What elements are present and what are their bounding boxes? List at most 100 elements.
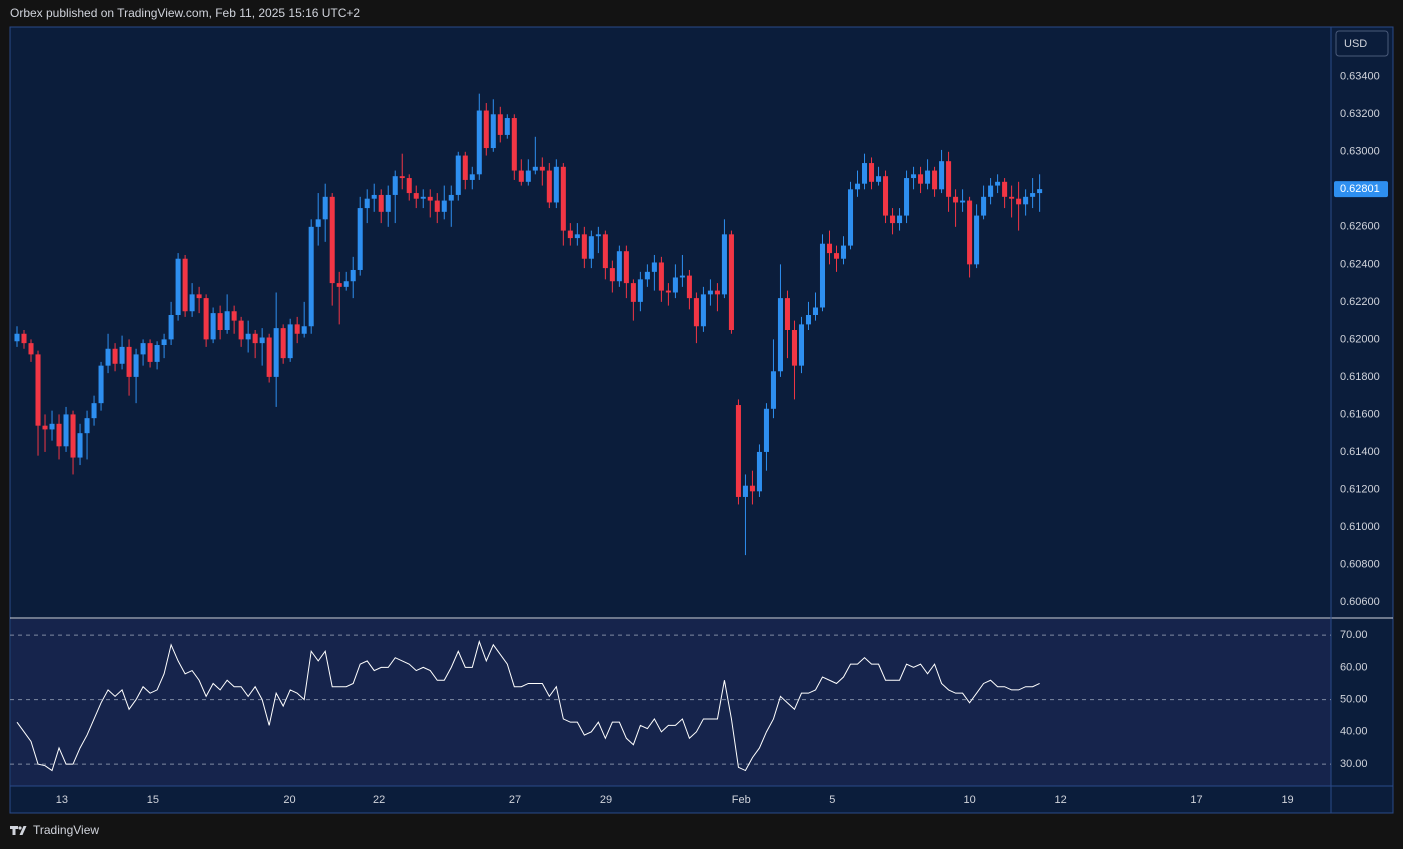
candle-body (308, 226, 314, 327)
candle-body (644, 271, 650, 280)
candle-body (175, 258, 181, 315)
candle-body (904, 178, 910, 216)
candle-body (953, 196, 959, 203)
x-tick-label: 13 (56, 794, 68, 806)
candle-body (21, 333, 27, 344)
candle-body (315, 219, 321, 227)
candle-body (483, 110, 489, 149)
y-tick-label: 0.62400 (1340, 258, 1380, 270)
candle-body (259, 337, 265, 344)
x-tick-label: 29 (600, 794, 612, 806)
candle-body (196, 294, 202, 299)
candle-body (679, 275, 685, 278)
candle-body (294, 324, 300, 334)
candle-body (1030, 193, 1036, 197)
candle-body (406, 178, 412, 194)
candle-body (91, 403, 97, 419)
candle-body (763, 408, 769, 452)
candle-body (749, 485, 755, 492)
y-tick-label: 0.60600 (1340, 596, 1380, 608)
candle-body (504, 118, 510, 135)
y-tick-label: 40.00 (1340, 726, 1368, 738)
x-tick-label: 27 (509, 794, 521, 806)
candle-body (819, 243, 826, 308)
x-tick-label: 19 (1281, 794, 1293, 806)
candle-body (378, 194, 384, 212)
candle-body (420, 196, 426, 199)
candle-body (49, 423, 55, 430)
candle-body (350, 269, 356, 282)
candle-body (301, 326, 307, 334)
candle-body (798, 324, 805, 366)
candle-body (609, 268, 615, 282)
candle-body (532, 166, 538, 171)
candle-body (995, 181, 1001, 186)
candle-body (490, 114, 496, 149)
candle-body (238, 320, 244, 340)
candle-body (833, 253, 840, 259)
candle-body (154, 345, 160, 362)
candle-body (266, 337, 272, 377)
candle-body (413, 193, 419, 199)
x-tick-label: Feb (732, 794, 751, 806)
candle-body (231, 311, 237, 321)
candle-body (981, 196, 987, 216)
y-tick-label: 60.00 (1340, 661, 1368, 673)
candle-body (651, 262, 657, 272)
candle-body (840, 245, 847, 259)
candle-body (252, 333, 258, 344)
candle-body (273, 328, 279, 377)
candle-body (869, 163, 875, 182)
header-title: Orbex published on TradingView.com, Feb … (10, 6, 360, 20)
x-tick-label: 5 (829, 794, 835, 806)
currency-label: USD (1344, 38, 1367, 50)
candle-body (770, 371, 776, 409)
candle-body (14, 333, 20, 342)
candle-body (925, 170, 931, 184)
candle-body (700, 294, 706, 327)
y-tick-label: 0.63400 (1340, 71, 1380, 83)
candle-body (939, 161, 945, 190)
candle-body (518, 170, 524, 182)
y-tick-label: 0.60800 (1340, 558, 1380, 570)
candle-body (392, 176, 398, 195)
candle-body (756, 451, 762, 492)
candle-body (630, 283, 636, 302)
candle-body (883, 176, 889, 216)
candle-body (623, 251, 629, 284)
candle-body (847, 189, 854, 246)
candle-body (1002, 181, 1008, 197)
last-price-box (1334, 181, 1388, 198)
candle-body (364, 198, 370, 209)
currency-button[interactable] (1335, 30, 1389, 57)
candle-body (602, 234, 608, 269)
candle-body (861, 163, 868, 184)
y-tick-label: 0.62200 (1340, 296, 1380, 308)
x-tick-label: 10 (963, 794, 975, 806)
candle-body (890, 215, 896, 224)
candle-body (574, 234, 580, 239)
candle-body (462, 155, 468, 180)
candle-body (854, 183, 861, 190)
candle-body (686, 275, 692, 299)
brand-logo (10, 826, 27, 835)
candle-body (553, 166, 559, 203)
candle-body (161, 339, 167, 346)
candle-body (672, 277, 678, 293)
candle-body (210, 313, 216, 340)
x-tick-label: 22 (373, 794, 385, 806)
candle-body (588, 236, 594, 259)
x-tick-label: 20 (283, 794, 295, 806)
candle-body (147, 343, 153, 362)
candle-body (455, 155, 461, 195)
y-tick-label: 0.63200 (1340, 108, 1380, 120)
candle-body (469, 174, 475, 180)
candle-body (1037, 189, 1043, 194)
candle-body (357, 208, 363, 270)
candle-body (441, 200, 447, 212)
candle-body (329, 196, 335, 284)
candle-body (707, 290, 713, 295)
candle-body (189, 294, 195, 312)
